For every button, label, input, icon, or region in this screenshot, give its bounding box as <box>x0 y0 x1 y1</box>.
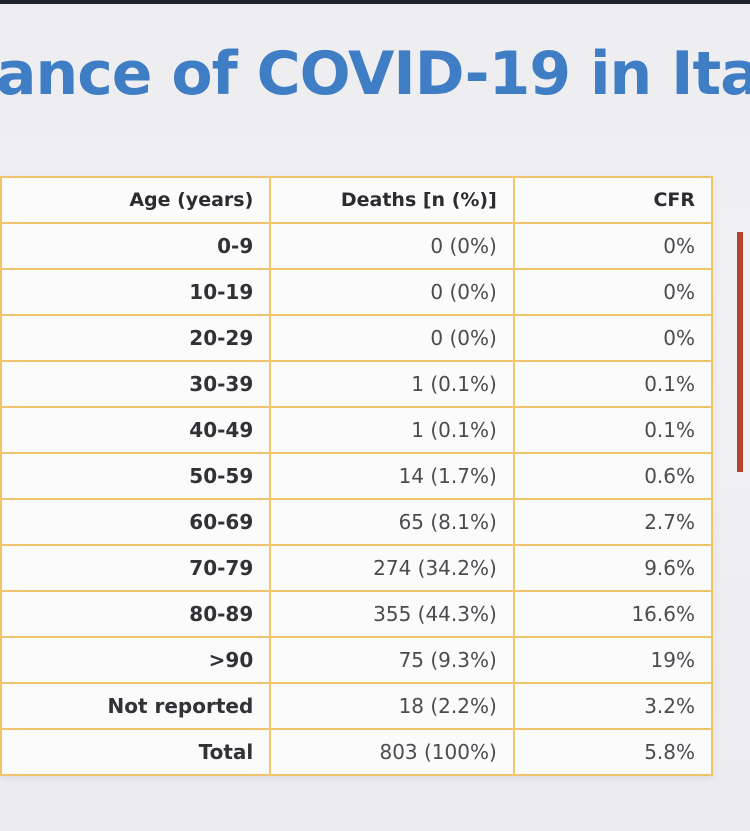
table-row: 60-69 65 (8.1%) 2.7% <box>0 498 714 546</box>
table-row: >90 75 (9.3%) 19% <box>0 636 714 684</box>
cfr-cell: 0% <box>512 314 714 362</box>
deaths-cell: 274 (34.2%) <box>269 544 515 592</box>
cfr-cell: 16.6% <box>512 590 714 638</box>
age-cell: 30-39 <box>0 360 272 408</box>
table-row-total: Total 803 (100%) 5.8% <box>0 728 714 776</box>
table-row: Not reported 18 (2.2%) 3.2% <box>0 682 714 730</box>
deaths-cell: 1 (0.1%) <box>269 360 515 408</box>
cfr-cell: 0% <box>512 222 714 270</box>
age-cell: 0-9 <box>0 222 272 270</box>
table-row: 50-59 14 (1.7%) 0.6% <box>0 452 714 500</box>
cfr-cell: 0.1% <box>512 406 714 454</box>
age-cell: 70-79 <box>0 544 272 592</box>
age-cell: Not reported <box>0 682 272 730</box>
cfr-cell: 5.8% <box>512 728 714 776</box>
table-row: 70-79 274 (34.2%) 9.6% <box>0 544 714 592</box>
slide: ance of COVID-19 in Ita Age (years) Deat… <box>0 4 750 831</box>
cfr-cell: 0% <box>512 268 714 316</box>
header-deaths: Deaths [n (%)] <box>269 176 515 224</box>
table-header-row: Age (years) Deaths [n (%)] CFR <box>0 176 714 224</box>
age-cell: 20-29 <box>0 314 272 362</box>
table-row: 40-49 1 (0.1%) 0.1% <box>0 406 714 454</box>
deaths-cell: 75 (9.3%) <box>269 636 515 684</box>
deaths-cell: 355 (44.3%) <box>269 590 515 638</box>
cfr-cell: 0.6% <box>512 452 714 500</box>
age-cell: 10-19 <box>0 268 272 316</box>
deaths-cell: 0 (0%) <box>269 222 515 270</box>
age-cell: 60-69 <box>0 498 272 546</box>
age-cell: Total <box>0 728 272 776</box>
deaths-cell: 0 (0%) <box>269 268 515 316</box>
slide-title: ance of COVID-19 in Ita <box>0 39 750 109</box>
age-cell: 40-49 <box>0 406 272 454</box>
table-row: 30-39 1 (0.1%) 0.1% <box>0 360 714 408</box>
deaths-cell: 14 (1.7%) <box>269 452 515 500</box>
header-cfr: CFR <box>512 176 714 224</box>
table-row: 0-9 0 (0%) 0% <box>0 222 714 270</box>
age-cell: 80-89 <box>0 590 272 638</box>
cfr-cell: 9.6% <box>512 544 714 592</box>
covid-deaths-table: Age (years) Deaths [n (%)] CFR 0-9 0 (0%… <box>0 176 714 776</box>
deaths-cell: 1 (0.1%) <box>269 406 515 454</box>
deaths-cell: 65 (8.1%) <box>269 498 515 546</box>
cfr-cell: 3.2% <box>512 682 714 730</box>
accent-bar <box>737 232 743 472</box>
data-table-card: Age (years) Deaths [n (%)] CFR 0-9 0 (0%… <box>0 176 714 776</box>
cfr-cell: 0.1% <box>512 360 714 408</box>
deaths-cell: 0 (0%) <box>269 314 515 362</box>
table-row: 10-19 0 (0%) 0% <box>0 268 714 316</box>
age-cell: 50-59 <box>0 452 272 500</box>
table-row: 20-29 0 (0%) 0% <box>0 314 714 362</box>
cfr-cell: 19% <box>512 636 714 684</box>
table-row: 80-89 355 (44.3%) 16.6% <box>0 590 714 638</box>
deaths-cell: 803 (100%) <box>269 728 515 776</box>
deaths-cell: 18 (2.2%) <box>269 682 515 730</box>
cfr-cell: 2.7% <box>512 498 714 546</box>
header-age: Age (years) <box>0 176 272 224</box>
age-cell: >90 <box>0 636 272 684</box>
